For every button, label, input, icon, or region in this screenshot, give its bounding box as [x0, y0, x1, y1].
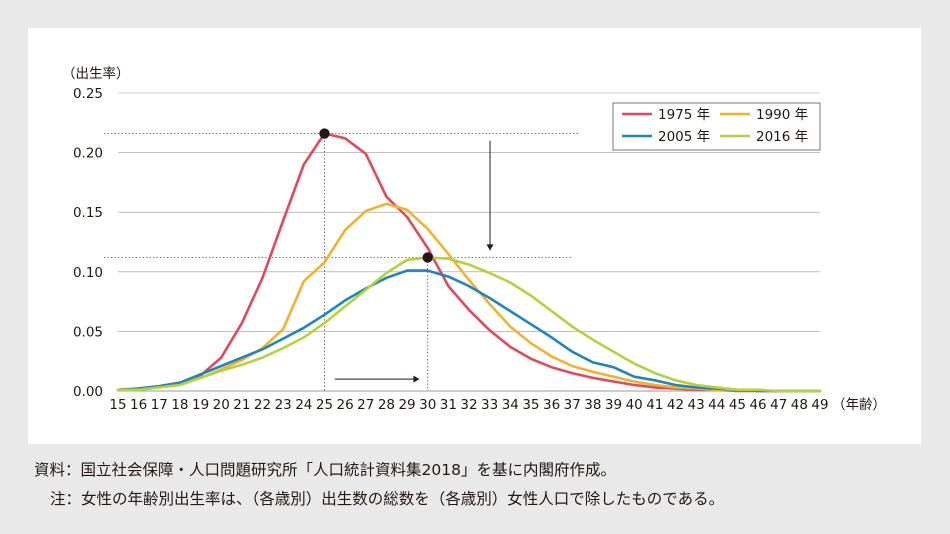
- y-tick-label: 0.25: [73, 86, 103, 102]
- legend-label: 1975 年: [658, 107, 710, 123]
- x-tick-label: 39: [605, 397, 622, 413]
- x-tick-label: 29: [398, 397, 415, 413]
- down-arrow-head: [486, 244, 494, 251]
- series-line: [116, 132, 822, 393]
- legend-label: 1990 年: [756, 107, 808, 123]
- x-tick-label: 21: [233, 397, 250, 413]
- legend: 1975 年 1990 年 2005 年 2016 年: [612, 102, 821, 151]
- x-tick-label: 26: [337, 397, 354, 413]
- highlight-markers: [319, 128, 433, 263]
- y-tick-label: 0.05: [73, 324, 103, 340]
- x-tick-label: 15: [109, 397, 126, 413]
- y-tick-label: 0.20: [73, 146, 103, 162]
- x-tick-label: 44: [708, 397, 725, 413]
- x-tick-label: 36: [543, 397, 560, 413]
- x-axis-label: （年齢）: [832, 397, 886, 413]
- x-tick-label: 30: [419, 397, 436, 413]
- x-tick-label: 40: [626, 397, 643, 413]
- x-tick-label: 33: [481, 397, 498, 413]
- series-lines: [116, 132, 822, 393]
- legend-label: 2005 年: [658, 129, 710, 145]
- x-tick-label: 19: [192, 397, 209, 413]
- x-tick-label: 20: [213, 397, 230, 413]
- x-tick-label: 24: [295, 397, 312, 413]
- series-line: [116, 256, 822, 393]
- peak-marker: [319, 128, 330, 139]
- annotations: [104, 133, 578, 391]
- x-tick-label: 37: [564, 397, 581, 413]
- y-axis-label: （出生率）: [62, 65, 130, 82]
- x-tick-label: 25: [316, 397, 333, 413]
- x-tick-label: 28: [378, 397, 395, 413]
- x-tick-label: 17: [151, 397, 168, 413]
- series-line: [116, 202, 822, 393]
- x-tick-label: 47: [770, 397, 787, 413]
- definition-note: 注：女性の年齢別出生率は、（各歳別）出生数の総数を（各歳別）女性人口で除したもの…: [50, 490, 725, 508]
- right-arrow-head: [413, 375, 420, 383]
- x-tick-label: 32: [460, 397, 477, 413]
- y-tick-label: 0.15: [73, 205, 103, 221]
- x-tick-label: 22: [254, 397, 271, 413]
- x-tick-label: 48: [791, 397, 808, 413]
- legend-box: [612, 102, 821, 151]
- chart-panel: [28, 28, 921, 444]
- x-tick-label: 35: [522, 397, 539, 413]
- x-tick-label: 18: [171, 397, 188, 413]
- series-line: [116, 269, 822, 393]
- notes: 資料：国立社会保障・人口問題研究所「人口統計資料集2018」を基に内閣府作成。 …: [34, 456, 934, 514]
- x-tick-label: 34: [502, 397, 519, 413]
- peak-marker: [422, 252, 433, 263]
- legend-label: 2016 年: [756, 129, 808, 145]
- x-tick-label: 31: [440, 397, 457, 413]
- x-tick-label: 27: [357, 397, 374, 413]
- source-note: 資料：国立社会保障・人口問題研究所「人口統計資料集2018」を基に内閣府作成。: [34, 461, 616, 479]
- x-tick-label: 38: [584, 397, 601, 413]
- x-tick-label: 42: [667, 397, 684, 413]
- x-tick-label: 23: [275, 397, 292, 413]
- y-tick-labels: 0.00 0.05 0.10 0.15 0.20 0.25: [73, 86, 103, 400]
- y-tick-label: 0.00: [73, 384, 103, 400]
- x-tick-label: 45: [729, 397, 746, 413]
- x-tick-label: 46: [749, 397, 766, 413]
- x-tick-label: 49: [811, 397, 828, 413]
- x-tick-label: 43: [688, 397, 705, 413]
- x-tick-label: 41: [646, 397, 663, 413]
- x-tick-labels: 15 16 17 18 19 20 21 22 23 24 25 26 27 28 29 30 31 32 33 34…: [109, 397, 828, 413]
- y-tick-label: 0.10: [73, 265, 103, 281]
- x-tick-label: 16: [130, 397, 147, 413]
